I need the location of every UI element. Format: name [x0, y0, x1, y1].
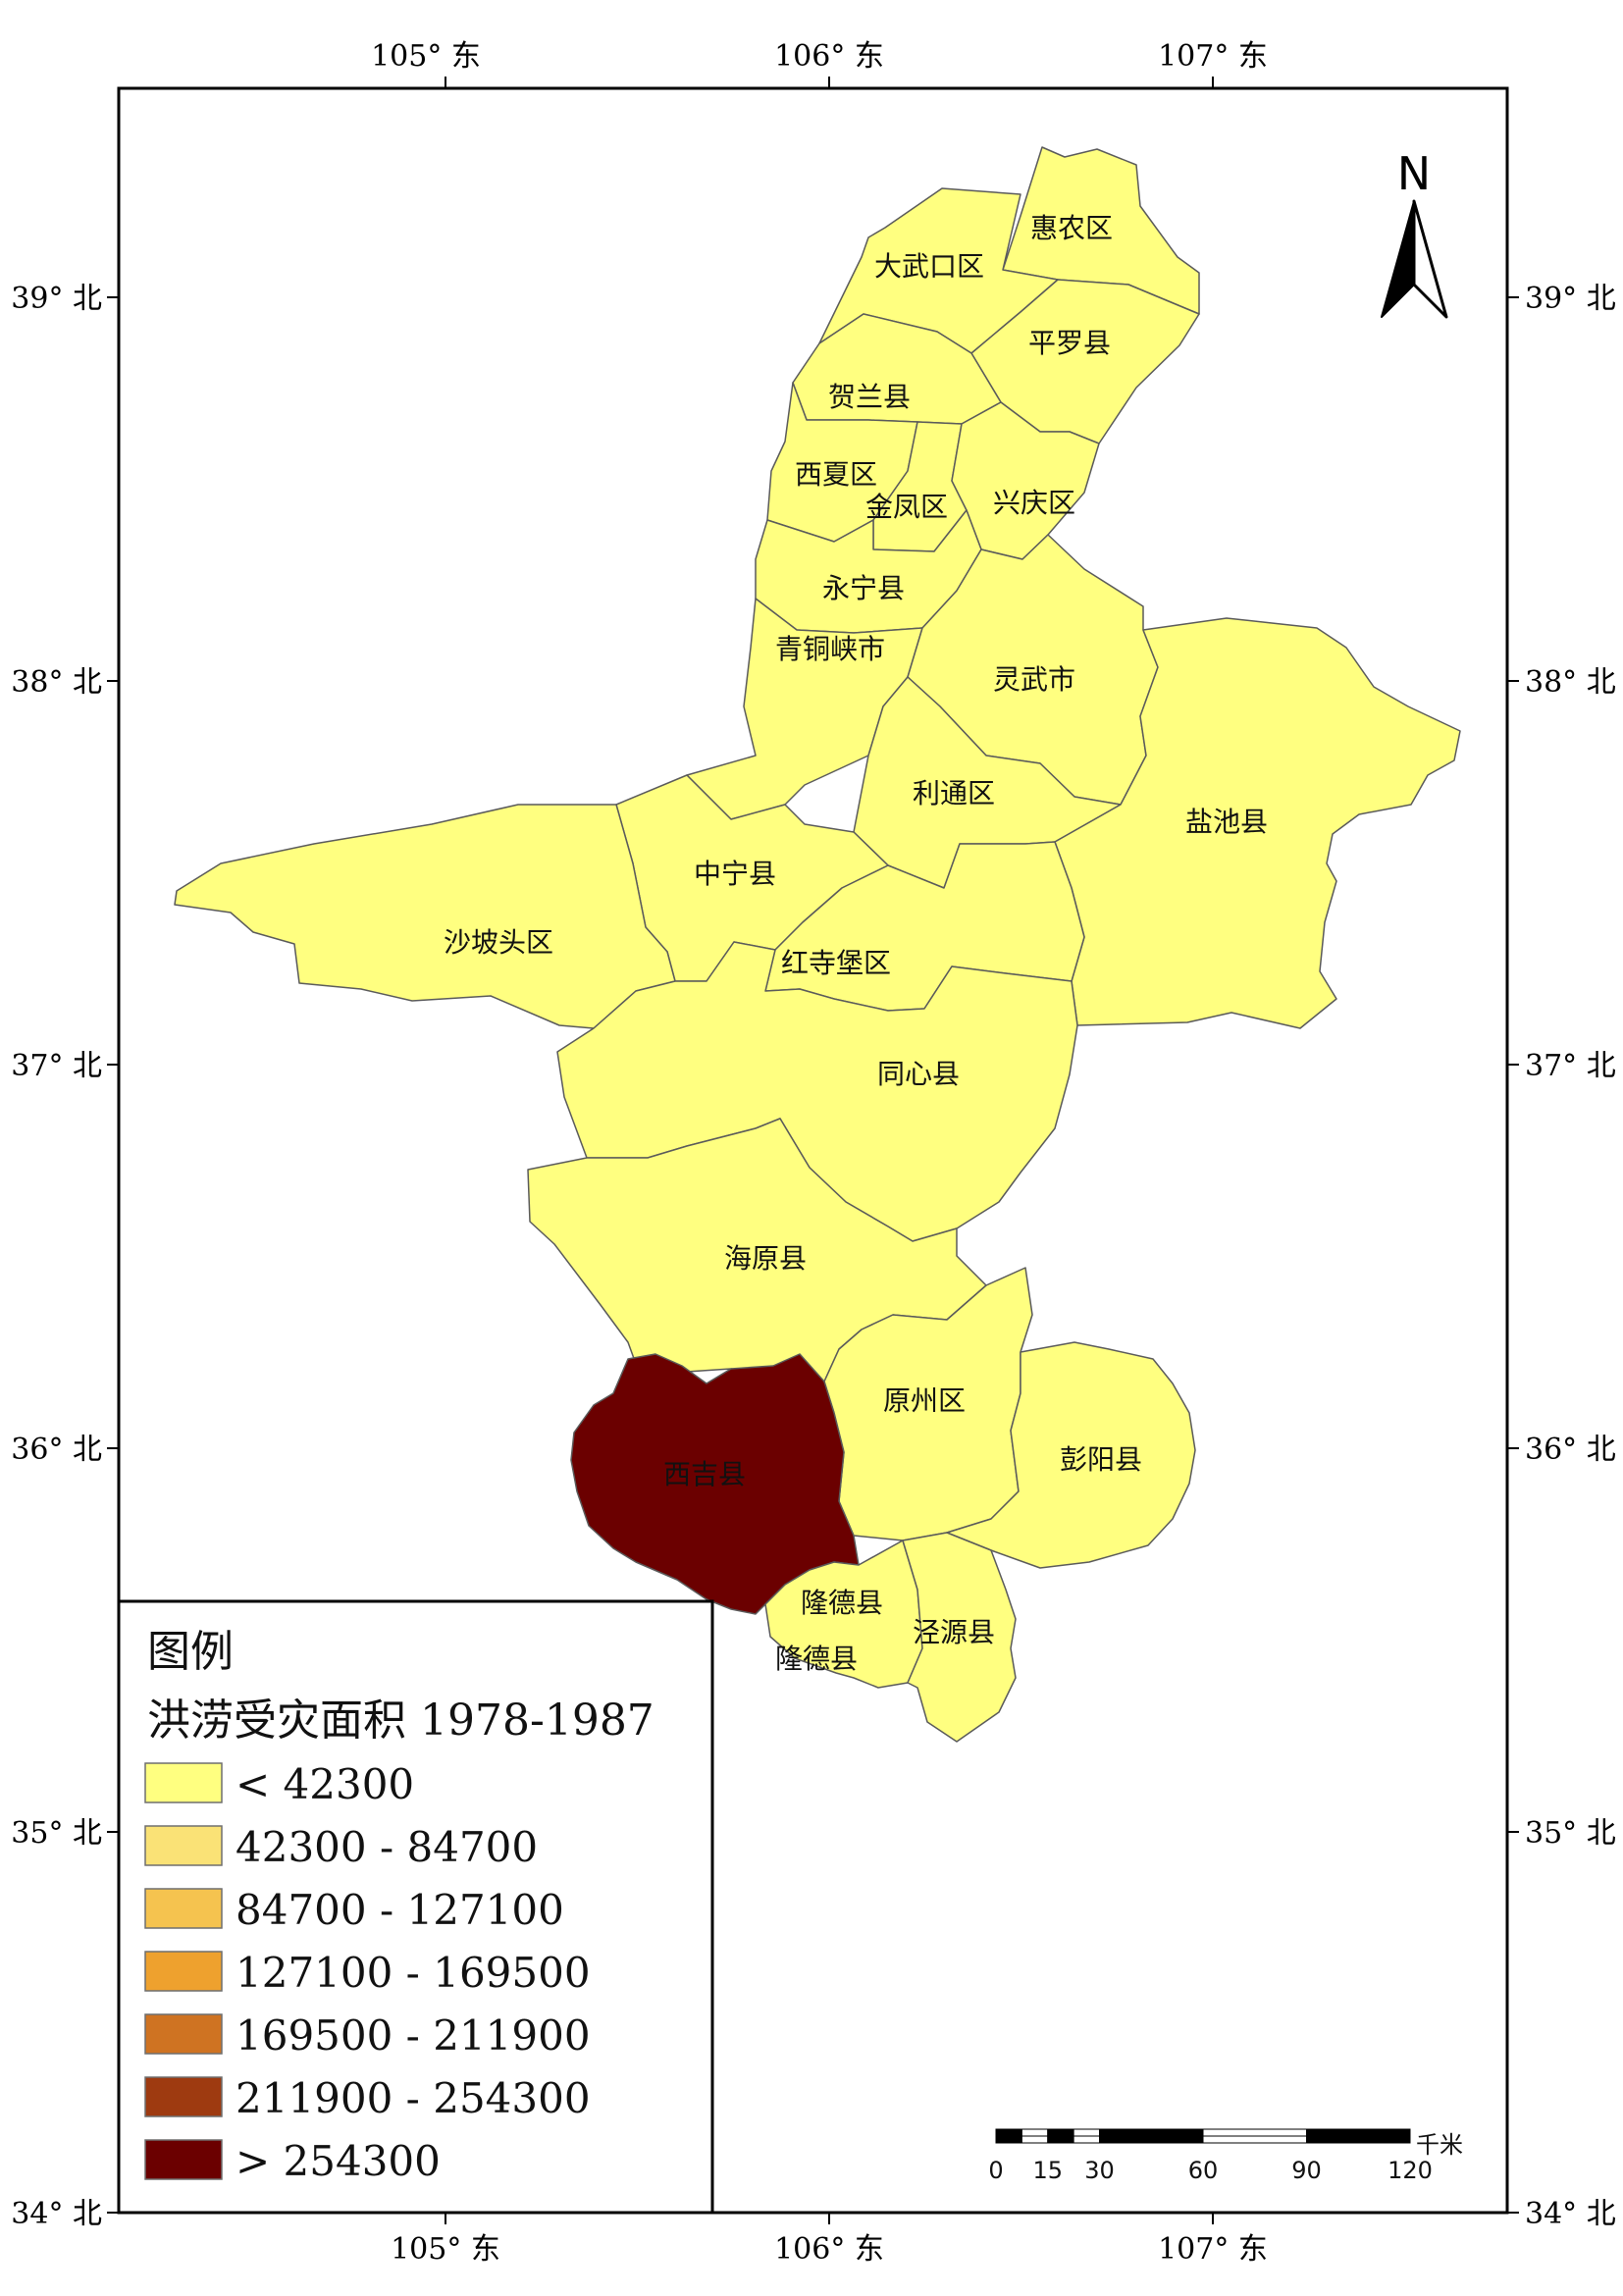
label-qingtongxia: 青铜峡市: [775, 633, 885, 665]
legend-swatch-1: [144, 1825, 223, 1866]
county-layer: [174, 146, 1461, 1743]
legend-swatch-5: [144, 2076, 223, 2117]
label-zhongning: 中宁县: [694, 858, 776, 890]
scale-segment-top-4: [1099, 2128, 1204, 2137]
north-arrow: N: [1381, 147, 1448, 319]
scale-segment-top-6: [1306, 2128, 1411, 2137]
county-labels: 惠农区 大武口区 平罗县 贺兰县 西夏区 金凤区 兴庆区 永宁县 青铜峡市 灵武…: [444, 212, 1268, 1675]
label-xixia: 西夏区: [795, 458, 877, 491]
lon-label-top-105: 105° 东: [371, 39, 481, 74]
label-helan: 贺兰县: [828, 381, 911, 413]
label-lingwu: 灵武市: [993, 663, 1075, 696]
county-jingyuan[interactable]: [902, 1532, 1017, 1743]
label-hongsipu: 红寺堡区: [781, 947, 891, 979]
scale-segment-top-5: [1202, 2128, 1307, 2137]
label-xingqing: 兴庆区: [993, 487, 1075, 519]
lon-label-bottom-106: 106° 东: [774, 2232, 884, 2267]
scale-label-3: 60: [1188, 2157, 1219, 2184]
scale-unit: 千米: [1416, 2131, 1463, 2159]
legend-swatch-2: [144, 1888, 223, 1929]
label-longde-2: 隆德县: [775, 1643, 858, 1675]
label-pingluo: 平罗县: [1028, 327, 1111, 359]
scale-bar-segments: [995, 2128, 1411, 2144]
legend-label-0: < 42300: [236, 1760, 414, 1808]
county-shapotou[interactable]: [174, 804, 676, 1029]
scale-segment-bottom-3: [1073, 2135, 1100, 2144]
lat-label-left-37: 37° 北: [11, 1049, 102, 1083]
scale-segment-bottom-1: [1021, 2135, 1049, 2144]
lat-label-right-36: 36° 北: [1525, 1433, 1616, 1467]
lat-label-right-38: 38° 北: [1525, 665, 1616, 700]
label-yanchi: 盐池县: [1185, 806, 1268, 838]
scale-segment-bottom-4: [1099, 2135, 1204, 2144]
lat-label-right-37: 37° 北: [1525, 1049, 1616, 1083]
county-xingqing[interactable]: [951, 401, 1100, 560]
scale-segment-top-2: [1047, 2128, 1074, 2137]
legend: 图例 洪涝受灾面积 1978-1987 < 42300 42300 - 84700…: [117, 1599, 714, 2215]
legend-label-4: 169500 - 211900: [236, 2011, 591, 2060]
legend-label-2: 84700 - 127100: [236, 1886, 564, 1934]
legend-swatch-0: [144, 1762, 223, 1803]
lat-label-left-35: 35° 北: [11, 1816, 102, 1851]
label-jingyuan: 泾源县: [913, 1616, 995, 1648]
graticule-ticks: [107, 77, 1519, 2224]
lat-label-left-39: 39° 北: [11, 282, 102, 316]
lon-label-bottom-107: 107° 东: [1158, 2232, 1268, 2267]
lat-label-left-38: 38° 北: [11, 665, 102, 700]
scale-segment-bottom-5: [1202, 2135, 1307, 2144]
lon-label-bottom-105: 105° 东: [391, 2232, 500, 2267]
lat-label-right-39: 39° 北: [1525, 282, 1616, 316]
county-qingtongxia[interactable]: [686, 598, 923, 820]
scale-bar-labels: 0 15 30 60 90 120: [988, 2157, 1433, 2184]
scale-label-0: 0: [988, 2157, 1003, 2184]
lat-label-right-34: 34° 北: [1525, 2197, 1616, 2231]
legend-swatch-6: [144, 2139, 223, 2180]
lat-label-left-36: 36° 北: [11, 1433, 102, 1467]
label-longde: 隆德县: [801, 1587, 883, 1619]
scale-segment-top-1: [1021, 2128, 1049, 2137]
lon-label-top-106: 106° 东: [774, 39, 884, 74]
legend-swatch-4: [144, 2013, 223, 2055]
map-frame: [117, 86, 1509, 2215]
label-yuanzhou: 原州区: [883, 1384, 966, 1417]
label-yongning: 永宁县: [822, 572, 905, 604]
legend-label-3: 127100 - 169500: [236, 1949, 591, 1997]
label-dawukou: 大武口区: [874, 250, 984, 283]
scale-segment-top-0: [995, 2128, 1022, 2137]
county-yanchi[interactable]: [1054, 617, 1461, 1029]
label-huinong: 惠农区: [1030, 212, 1113, 244]
label-tongxin: 同心县: [877, 1058, 960, 1090]
north-arrow-icon: [1381, 199, 1448, 319]
label-pengyang: 彭阳县: [1060, 1443, 1142, 1476]
legend-items: < 42300 42300 - 84700 84700 - 127100 127100…: [144, 1760, 591, 2185]
county-pengyang[interactable]: [946, 1341, 1196, 1569]
scale-segment-bottom-2: [1047, 2135, 1074, 2144]
label-xiji: 西吉县: [663, 1458, 746, 1490]
scale-label-5: 120: [1387, 2157, 1433, 2184]
legend-swatch-3: [144, 1951, 223, 1992]
scale-segment-bottom-6: [1306, 2135, 1411, 2144]
legend-label-6: > 254300: [236, 2137, 441, 2185]
lon-label-top-107: 107° 东: [1158, 39, 1268, 74]
legend-subtitle: 洪涝受灾面积 1978-1987: [147, 1696, 654, 1746]
north-arrow-label: N: [1397, 147, 1431, 200]
label-litong: 利通区: [913, 777, 995, 809]
scale-segment-bottom-0: [995, 2135, 1022, 2144]
scale-bar: 千米 0 15 30 60 90 120: [988, 2128, 1463, 2184]
scale-label-1: 15: [1032, 2157, 1063, 2184]
lat-label-left-34: 34° 北: [11, 2197, 102, 2231]
label-jinfeng: 金凤区: [865, 491, 948, 523]
scale-label-2: 30: [1084, 2157, 1115, 2184]
legend-label-1: 42300 - 84700: [236, 1823, 538, 1871]
label-haiyuan: 海原县: [724, 1242, 807, 1275]
scale-segment-top-3: [1073, 2128, 1100, 2137]
legend-title: 图例: [147, 1627, 234, 1677]
legend-label-5: 211900 - 254300: [236, 2074, 591, 2122]
scale-label-4: 90: [1291, 2157, 1322, 2184]
label-shapotou: 沙坡头区: [444, 926, 553, 959]
lat-label-right-35: 35° 北: [1525, 1816, 1616, 1851]
